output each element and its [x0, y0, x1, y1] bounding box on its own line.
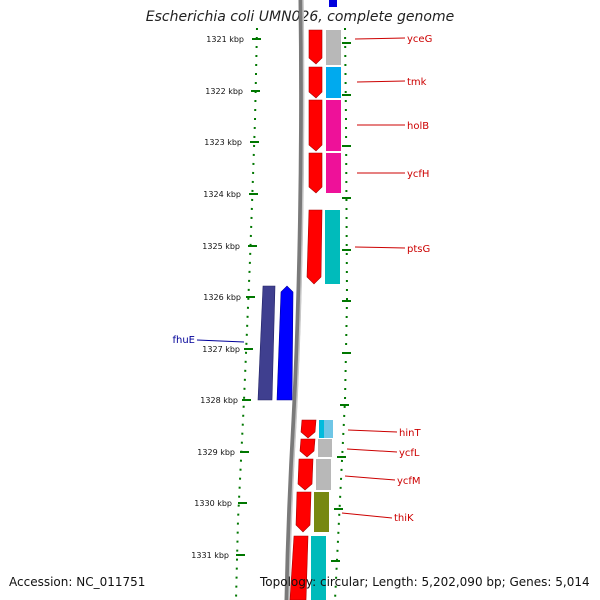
genome-summary-text: Topology: circular; Length: 5,202,090 bp…	[260, 575, 590, 589]
gene-arrow-ycfM	[297, 458, 314, 491]
kbp-label: 1325 kbp	[202, 242, 240, 251]
gene-label-thiK: thiK	[394, 513, 414, 524]
gene-arrow-holB	[308, 99, 323, 152]
gene-label-holB: holB	[407, 121, 429, 132]
gene-label-yceG: yceG	[407, 34, 432, 45]
kbp-label: 1326 kbp	[203, 293, 241, 302]
ruler-left-track	[235, 27, 258, 600]
kbp-labels: 1321 kbp 1322 kbp 1323 kbp 1324 kbp 1325…	[191, 35, 244, 560]
cog-block-hinT-a	[319, 420, 324, 438]
gene-arrow-fhuE	[276, 285, 294, 401]
kbp-label: 1329 kbp	[197, 448, 235, 457]
right-ticks	[331, 42, 351, 562]
gene-arrow-ptsG	[306, 209, 323, 285]
gene-arrow-yceG	[308, 29, 323, 65]
kbp-label: 1323 kbp	[204, 138, 242, 147]
gene-arrow-bottom	[289, 535, 309, 600]
gene-label-ycfM: ycfM	[397, 476, 421, 487]
cog-block-ycfH	[326, 153, 341, 193]
cog-block-bottom	[311, 536, 326, 600]
kbp-label: 1331 kbp	[191, 551, 229, 560]
genome-backbone-highlight	[288, 0, 305, 600]
gene-label-ptsG: ptsG	[407, 244, 430, 255]
cog-block-tmk	[326, 67, 341, 98]
forward-genes	[289, 29, 323, 600]
cog-block-hinT-b	[324, 420, 333, 438]
kbp-label: 1327 kbp	[202, 345, 240, 354]
accession-text: Accession: NC_011751	[9, 575, 146, 589]
kbp-ticks	[236, 38, 261, 556]
cog-block-thiK	[314, 492, 329, 532]
gene-label-ycfL: ycfL	[399, 448, 420, 459]
gene-top-partial	[329, 0, 337, 7]
reverse-genes	[257, 285, 294, 401]
gene-arrow-ycfL	[299, 438, 316, 458]
cog-blocks	[311, 30, 341, 600]
label-leaders	[196, 37, 406, 519]
cog-block-yceG	[326, 30, 341, 65]
kbp-label: 1330 kbp	[194, 499, 232, 508]
gene-arrow-ycfH	[308, 152, 323, 194]
gene-block-fhuE-dark	[257, 285, 276, 401]
cog-block-ptsG	[325, 210, 340, 284]
kbp-label: 1328 kbp	[200, 396, 238, 405]
cog-block-ycfM	[316, 459, 331, 490]
gene-arrow-hinT	[300, 419, 317, 439]
gene-label-fhuE: fhuE	[172, 335, 195, 346]
kbp-label: 1322 kbp	[205, 87, 243, 96]
gene-label-tmk: tmk	[407, 77, 427, 88]
gene-label-ycfH: ycfH	[407, 169, 429, 180]
gene-labels: yceG tmk holB ycfH ptsG hinT ycfL ycfM t…	[172, 34, 432, 524]
genome-backbone	[284, 0, 305, 600]
cog-block-ycfL	[318, 439, 332, 457]
kbp-label: 1321 kbp	[206, 35, 244, 44]
cog-block-holB	[326, 100, 341, 151]
gene-arrow-tmk	[308, 66, 323, 99]
kbp-label: 1324 kbp	[203, 190, 241, 199]
gene-arrow-thiK	[295, 491, 312, 533]
gene-label-hinT: hinT	[399, 428, 421, 439]
